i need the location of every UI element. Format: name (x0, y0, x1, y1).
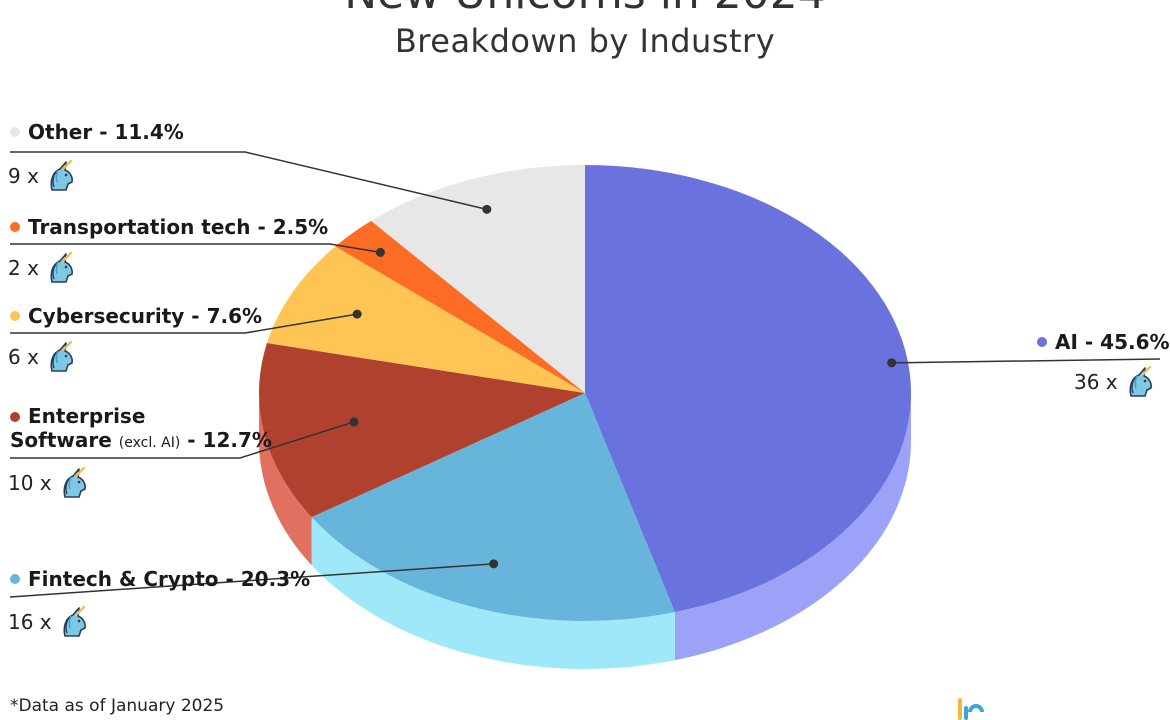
count-transportation-text: 2 x (8, 256, 39, 280)
count-cybersecurity: 6 x (8, 341, 77, 373)
slice-other (371, 165, 585, 393)
count-transportation: 2 x (8, 252, 77, 284)
chart-title: New Unicorns in 2024 (0, 0, 1170, 19)
unicorn-icon (62, 467, 87, 499)
transportation-color-dot (10, 222, 20, 232)
legend-enterprise-excl: (excl. AI) (118, 435, 181, 451)
legend-fintech: Fintech & Crypto - 20.3% (10, 567, 310, 591)
slice-cybersecurity (266, 246, 585, 393)
leader-line-cybersecurity (10, 313, 358, 334)
unicorn-icon (50, 252, 74, 284)
legend-enterprise-label: Enterprise Software (excl. AI) - 12.7% (10, 404, 272, 455)
count-fintech: 16 x (8, 606, 90, 638)
enterprise-color-dot (10, 412, 20, 422)
legend-ai: AI - 45.6% (1037, 330, 1170, 354)
legend-fintech-label: Fintech & Crypto - 20.3% (28, 567, 311, 591)
legend-cybersecurity-label: Cybersecurity - 7.6% (28, 304, 263, 328)
count-ai: 36 x (1074, 366, 1156, 398)
legend-enterprise-pct: - 12.7% (187, 428, 272, 452)
legend-other: Other - 11.4% (10, 120, 184, 144)
slice-enterprise-software-excl-ai (259, 342, 585, 518)
leader-line-enterprise-software-excl-ai (10, 421, 355, 459)
leader-line-other (10, 151, 487, 211)
footnote: *Data as of January 2025 (10, 696, 225, 716)
count-other: 9 x (8, 160, 77, 192)
unicorn-icon (1128, 366, 1153, 398)
leader-line-transportation-tech (10, 243, 381, 254)
fintech-color-dot (10, 574, 20, 584)
slice-side-ai (674, 393, 911, 661)
slice-side-fintech-crypto (311, 517, 675, 669)
leader-dot-fintech-crypto (489, 559, 499, 569)
leader-dot-other (482, 204, 492, 214)
legend-enterprise-line1: Enterprise (28, 404, 146, 428)
count-other-text: 9 x (8, 164, 39, 188)
slice-transportation-tech (335, 220, 585, 393)
leader-dot-cybersecurity (352, 309, 362, 319)
unicorn-icon (50, 160, 74, 192)
cybersecurity-color-dot (10, 311, 20, 321)
legend-cybersecurity: Cybersecurity - 7.6% (10, 304, 262, 328)
legend-ai-label: AI - 45.6% (1055, 330, 1170, 354)
legend-other-label: Other - 11.4% (28, 120, 184, 144)
other-color-dot (10, 127, 20, 137)
count-ai-text: 36 x (1074, 370, 1118, 394)
chart-subtitle: Breakdown by Industry (394, 22, 776, 60)
ai-color-dot (1037, 337, 1047, 347)
leader-dot-ai (887, 358, 897, 368)
brand-logo-icon (958, 698, 984, 720)
leader-dot-enterprise-software-excl-ai (349, 417, 359, 427)
leader-dot-transportation-tech (375, 247, 385, 257)
unicorn-icon (62, 606, 87, 638)
slice-ai (585, 165, 912, 613)
slice-side-enterprise-software-excl-ai (259, 393, 312, 566)
legend-enterprise: Enterprise Software (excl. AI) - 12.7% (10, 404, 272, 455)
count-enterprise-text: 10 x (8, 471, 52, 495)
legend-enterprise-software: Software (10, 428, 112, 452)
legend-transportation-label: Transportation tech - 2.5% (28, 215, 329, 239)
leader-line-fintech-crypto (9, 563, 494, 598)
count-fintech-text: 16 x (8, 610, 52, 634)
count-enterprise: 10 x (8, 467, 90, 499)
legend-enterprise-line2: Software (excl. AI) - 12.7% (10, 428, 272, 452)
unicorn-icon (50, 341, 74, 373)
legend-transportation: Transportation tech - 2.5% (10, 215, 328, 239)
leader-line-ai (891, 358, 1161, 364)
count-cybersecurity-text: 6 x (8, 345, 39, 369)
slice-fintech-crypto (311, 393, 675, 621)
